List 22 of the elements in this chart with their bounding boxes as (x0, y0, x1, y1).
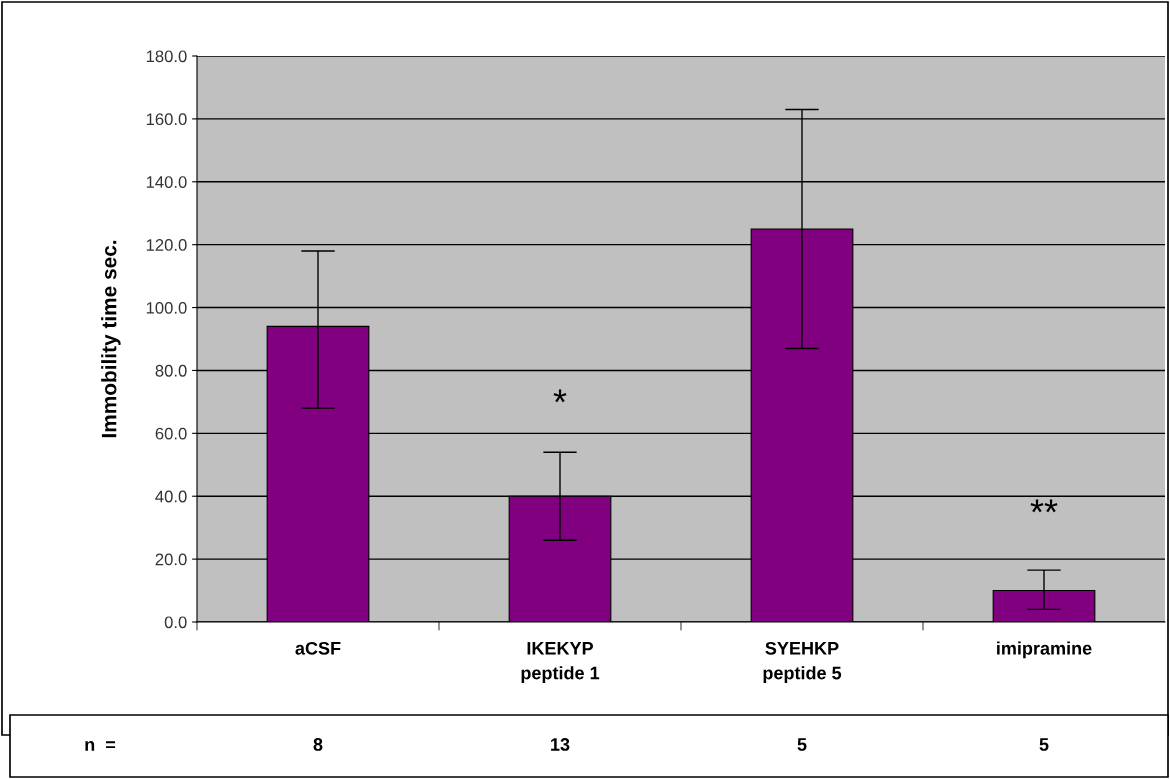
x-tick-label: aCSF (295, 641, 341, 655)
y-axis-title: Immobility time sec. (101, 240, 121, 438)
text: 13 (551, 738, 570, 751)
text: 5 (797, 738, 807, 751)
y-tick-label: 60.0 (155, 427, 187, 440)
y-tick-label: 180.0 (146, 50, 187, 63)
y-tick-label: 40.0 (155, 490, 187, 503)
y-tick-label: 80.0 (155, 364, 187, 377)
y-tick-label: 120.0 (146, 239, 187, 251)
y-tick-label: 140.0 (146, 176, 187, 188)
y-tick-label: 0.0 (164, 616, 187, 629)
y-tick-label: 160.0 (146, 113, 187, 126)
x-tick-label: IKEKYP peptide 1 (521, 642, 600, 683)
text: n = (85, 740, 116, 751)
x-tick-label: SYEHKP peptide 5 (763, 641, 842, 683)
text: 8 (313, 738, 323, 751)
annotation: * (553, 389, 567, 403)
text: 5 (1039, 738, 1049, 751)
y-tick-label: 100.0 (146, 301, 187, 314)
y-tick-label: 20.0 (155, 553, 187, 566)
annotation: ** (1030, 499, 1058, 513)
x-tick-label: imipramine (997, 641, 1092, 659)
